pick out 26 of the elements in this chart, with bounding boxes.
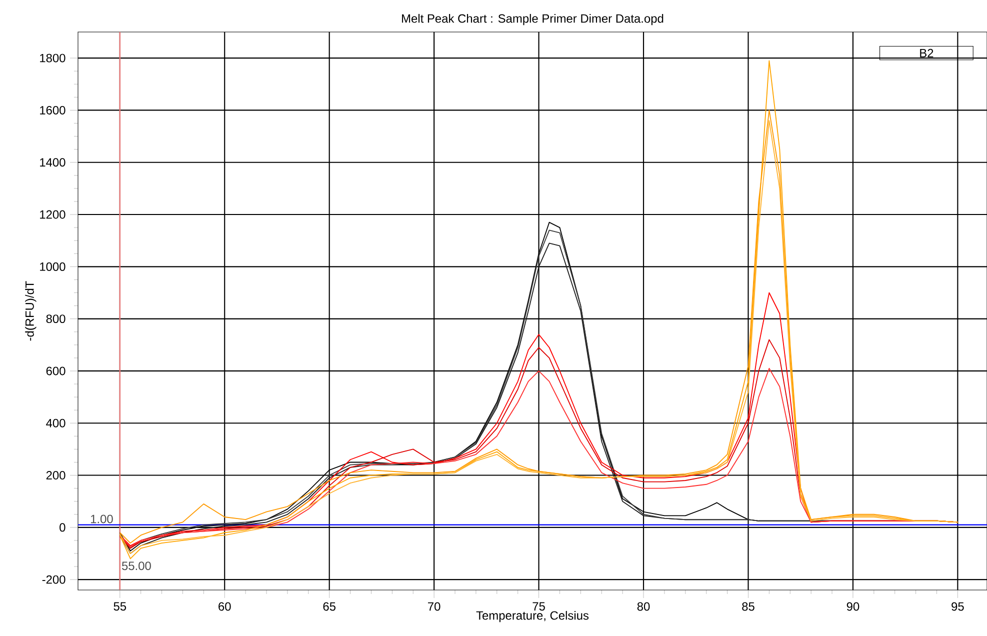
y-tick-label: 400 bbox=[46, 418, 66, 428]
annotation: B2 bbox=[920, 48, 934, 58]
y-tick-label: 1200 bbox=[40, 210, 66, 219]
chart-title: Melt Peak Chart : Sample Primer Dimer Data.opd bbox=[402, 14, 664, 26]
x-axis-title: Temperature, Celsius bbox=[476, 610, 589, 622]
x-tick-label: 80 bbox=[637, 602, 650, 611]
x-tick-label: 95 bbox=[952, 602, 964, 611]
x-tick-label: 70 bbox=[428, 602, 440, 611]
x-tick-label: 60 bbox=[218, 602, 231, 611]
y-tick-label: 0 bbox=[60, 523, 66, 532]
y-tick-label: 800 bbox=[46, 314, 66, 324]
y-tick-label: 600 bbox=[46, 366, 66, 376]
y-tick-label: 1400 bbox=[40, 158, 66, 167]
x-tick-label: 65 bbox=[323, 602, 336, 611]
y-tick-label: 1600 bbox=[40, 106, 66, 114]
y-tick-label: -200 bbox=[42, 575, 66, 584]
annotation: 1.00 bbox=[90, 514, 113, 524]
x-tick-label: 55 bbox=[114, 602, 126, 611]
annotation: 55.00 bbox=[122, 562, 151, 570]
x-tick-label: 85 bbox=[742, 602, 754, 611]
x-tick-label: 75 bbox=[532, 602, 545, 611]
y-axis-title: -d(RFU)/dT bbox=[25, 281, 36, 341]
x-tick-label: 90 bbox=[846, 602, 860, 611]
y-tick-label: 1000 bbox=[40, 262, 66, 271]
y-tick-label: 200 bbox=[46, 471, 66, 480]
y-tick-label: 1800 bbox=[40, 54, 66, 62]
